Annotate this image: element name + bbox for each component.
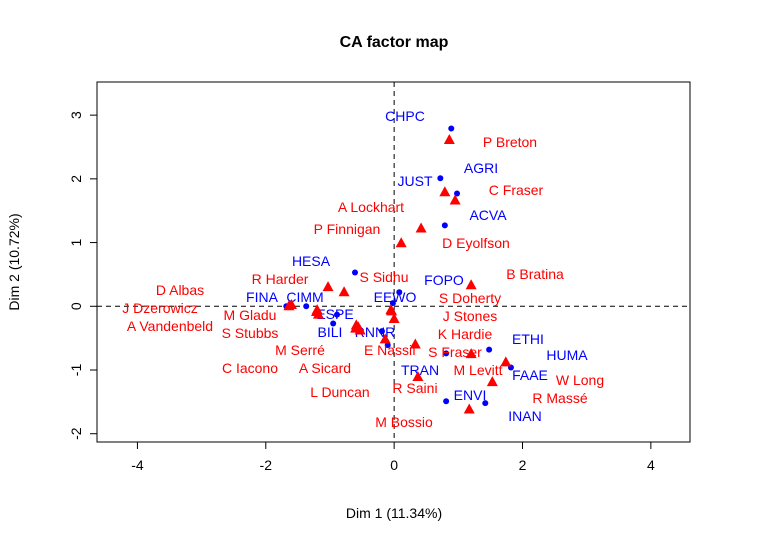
point-label-r-mass-: R Massé bbox=[532, 390, 587, 406]
point-label-hesa: HESA bbox=[292, 253, 331, 269]
point-label-r-saini: R Saini bbox=[392, 380, 437, 396]
point-label-w-long: W Long bbox=[556, 372, 604, 388]
point-cimm bbox=[303, 303, 310, 310]
point-e-nassif bbox=[379, 333, 391, 344]
point-label-faae: FAAE bbox=[512, 367, 548, 383]
point-inan bbox=[482, 400, 489, 407]
x-tick-label: -4 bbox=[131, 457, 144, 473]
point-label-chpc: CHPC bbox=[385, 108, 425, 124]
point-s-fraser bbox=[409, 338, 421, 349]
y-axis-label: Dim 2 (10.72%) bbox=[6, 213, 22, 310]
point-s-stubbs bbox=[310, 306, 322, 317]
x-tick-label: 0 bbox=[390, 457, 398, 473]
point-label-bili: BILI bbox=[318, 324, 343, 340]
point-r-harder bbox=[322, 281, 334, 292]
point-label-j-stones: J Stones bbox=[443, 308, 497, 324]
point-acva bbox=[441, 222, 448, 229]
point-espe bbox=[334, 311, 341, 318]
y-tick-label: 0 bbox=[68, 302, 84, 310]
y-tick-label: -2 bbox=[68, 427, 84, 440]
x-tick-label: -2 bbox=[260, 457, 273, 473]
point-label-p-finnigan: P Finnigan bbox=[314, 221, 381, 237]
point-label-c-iacono: C Iacono bbox=[222, 360, 278, 376]
y-tick-label: 3 bbox=[68, 111, 84, 119]
point-eewo bbox=[389, 300, 396, 307]
y-tick-label: 1 bbox=[68, 238, 84, 246]
point-label-s-doherty: S Doherty bbox=[439, 290, 501, 306]
point-label-s-sidhu: S Sidhu bbox=[359, 269, 408, 285]
point-label-d-albas: D Albas bbox=[156, 282, 204, 298]
point-j-dzerowicz bbox=[283, 300, 295, 311]
point-l-duncan bbox=[350, 322, 362, 333]
point-ethi bbox=[443, 350, 450, 357]
point-k-hardie bbox=[388, 313, 400, 324]
point-label-a-vandenbeld: A Vandenbeld bbox=[127, 318, 213, 334]
point-label-c-fraser: C Fraser bbox=[489, 182, 544, 198]
point-envi bbox=[443, 398, 450, 405]
point-label-acva: ACVA bbox=[469, 207, 507, 223]
point-label-espe: ESPE bbox=[316, 306, 353, 322]
point-label-a-lockhart: A Lockhart bbox=[338, 199, 404, 215]
point-label-k-hardie: K Hardie bbox=[438, 326, 493, 342]
point-label-m-gladu: M Gladu bbox=[224, 307, 277, 323]
x-tick-label: 2 bbox=[519, 457, 527, 473]
point-d-eyolfson bbox=[449, 194, 461, 205]
point-label-j-dzerowicz: J Dzerowicz bbox=[122, 300, 197, 316]
point-m-bossio bbox=[463, 403, 475, 414]
point-label-eewo: EEWO bbox=[374, 289, 417, 305]
point-rnnr bbox=[378, 328, 385, 335]
point-fopo bbox=[396, 289, 403, 296]
point-p-breton bbox=[443, 133, 455, 144]
point-p-finnigan bbox=[395, 237, 407, 248]
point-label-cimm: CIMM bbox=[286, 289, 323, 305]
x-axis-label: Dim 1 (11.34%) bbox=[346, 505, 442, 521]
point-w-long bbox=[500, 356, 512, 367]
point-a-lockhart bbox=[415, 222, 427, 233]
point-tran bbox=[384, 342, 391, 349]
point-m-levitt bbox=[465, 348, 477, 359]
point-label-fopo: FOPO bbox=[424, 272, 464, 288]
point-chpc bbox=[448, 125, 455, 132]
point-hesa bbox=[351, 269, 358, 276]
point-bili bbox=[330, 320, 337, 327]
y-tick-label: -1 bbox=[68, 364, 84, 377]
point-label-tran: TRAN bbox=[401, 362, 439, 378]
x-tick-label: 4 bbox=[647, 457, 655, 473]
point-label-p-breton: P Breton bbox=[483, 134, 537, 150]
point-label-huma: HUMA bbox=[546, 347, 588, 363]
point-label-a-sicard: A Sicard bbox=[299, 360, 351, 376]
point-label-agri: AGRI bbox=[464, 160, 498, 176]
point-label-just: JUST bbox=[398, 173, 433, 189]
point-label-m-levitt: M Levitt bbox=[453, 362, 502, 378]
point-label-m-serr-: M Serré bbox=[275, 342, 325, 358]
point-label-ethi: ETHI bbox=[512, 331, 544, 347]
point-c-fraser bbox=[439, 186, 451, 197]
point-label-s-stubbs: S Stubbs bbox=[222, 325, 279, 341]
point-j-stones bbox=[386, 305, 398, 316]
point-label-d-eyolfson: D Eyolfson bbox=[442, 235, 510, 251]
point-just bbox=[437, 175, 444, 182]
point-b-bratina bbox=[465, 279, 477, 290]
point-label-envi: ENVI bbox=[454, 387, 487, 403]
point-faae bbox=[486, 346, 493, 353]
point-agri bbox=[454, 190, 461, 197]
y-tick-label: 2 bbox=[68, 175, 84, 183]
point-label-r-harder: R Harder bbox=[252, 271, 309, 287]
point-label-m-bossio: M Bossio bbox=[375, 414, 433, 430]
point-label-fina: FINA bbox=[246, 289, 279, 305]
point-label-b-bratina: B Bratina bbox=[506, 266, 564, 282]
point-label-inan: INAN bbox=[508, 408, 541, 424]
point-r-mass- bbox=[486, 376, 498, 387]
chart-title: CA factor map bbox=[340, 34, 449, 51]
point-label-e-nassif: E Nassif bbox=[364, 342, 416, 358]
point-r-saini bbox=[412, 371, 424, 382]
point-label-l-duncan: L Duncan bbox=[310, 384, 369, 400]
point-s-sidhu bbox=[338, 286, 350, 297]
